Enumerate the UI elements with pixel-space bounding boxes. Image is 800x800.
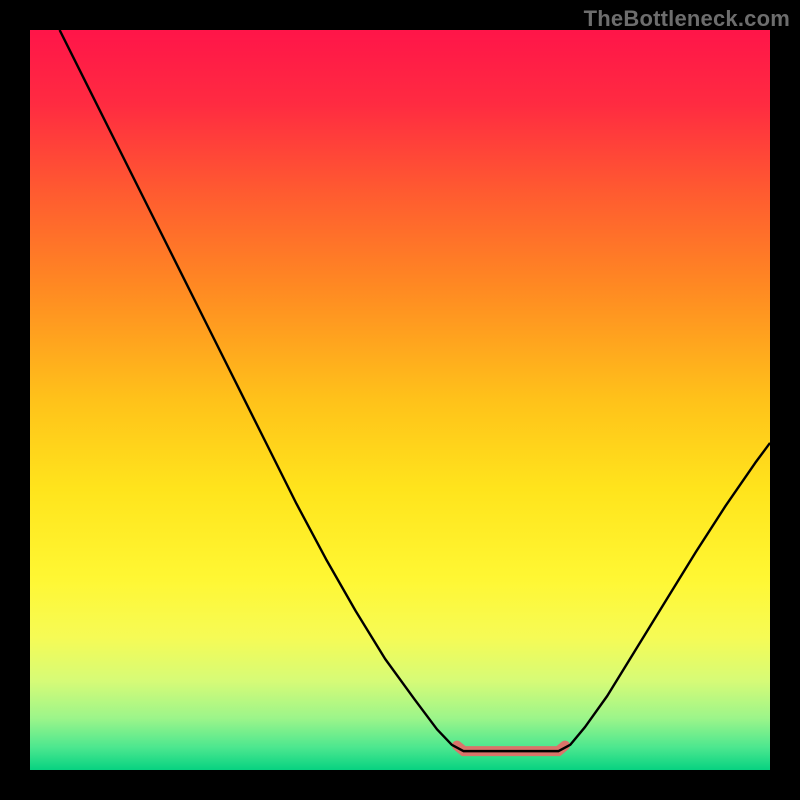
bottleneck-chart <box>30 30 770 770</box>
chart-background <box>30 30 770 770</box>
chart-canvas: TheBottleneck.com <box>0 0 800 800</box>
watermark-text: TheBottleneck.com <box>584 6 790 32</box>
